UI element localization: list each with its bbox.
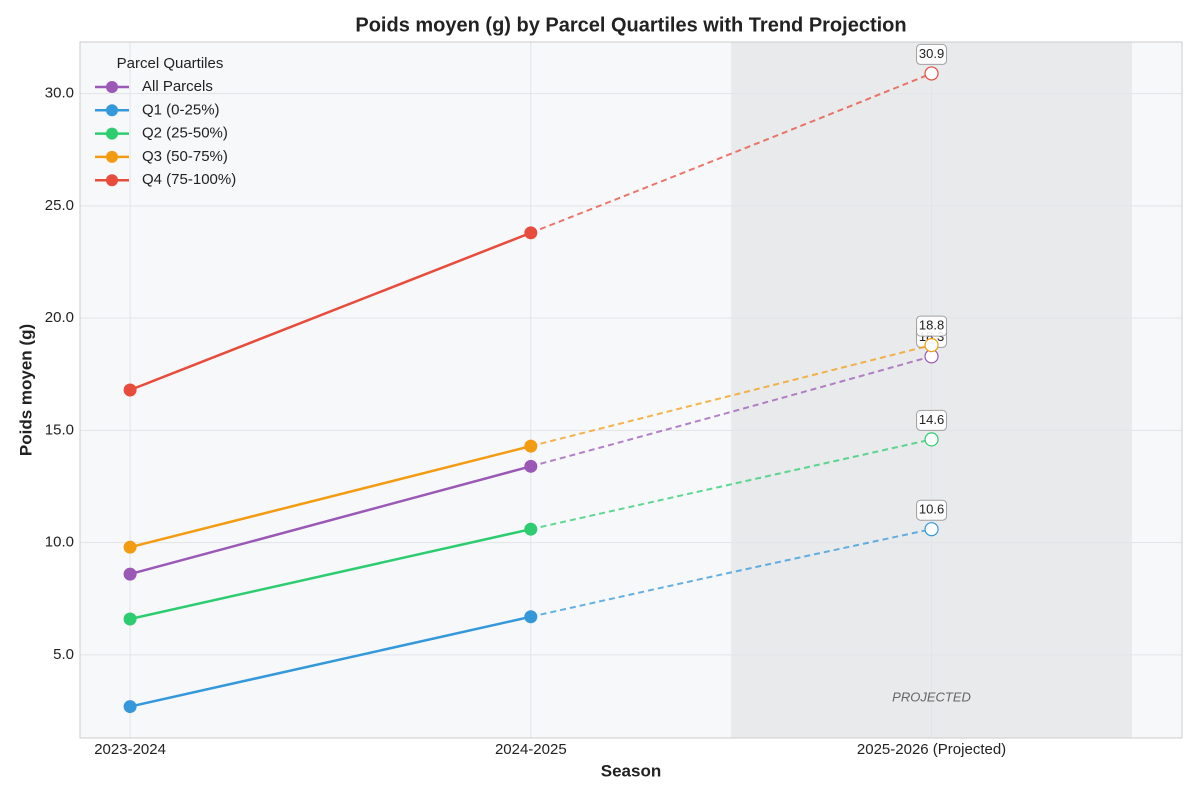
- marker: [924, 432, 939, 447]
- legend-label: All Parcels: [142, 78, 213, 95]
- marker: [524, 522, 538, 536]
- marker: [524, 226, 538, 240]
- x-tick-label: 2023-2024: [94, 741, 166, 758]
- y-axis-label: Poids moyen (g): [16, 324, 35, 456]
- legend-marker: [106, 81, 118, 93]
- value-label-box: [916, 43, 948, 65]
- projection-line: [530, 438, 932, 531]
- x-tick-label: 2024-2025: [495, 741, 567, 758]
- marker: [524, 439, 538, 453]
- projection-line: [530, 528, 932, 618]
- marker: [924, 66, 939, 81]
- value-label: 14.6: [919, 412, 944, 427]
- marker: [123, 567, 137, 581]
- line: [129, 615, 532, 708]
- line: [129, 444, 532, 549]
- y-tick-label: 20.0: [45, 309, 74, 326]
- projection-line: [530, 72, 932, 234]
- value-label: 30.9: [919, 46, 944, 61]
- legend: Parcel Quartiles All Parcels Q1 (0-25%) Q2 …: [95, 55, 236, 188]
- chart-title: Poids moyen (g) by Parcel Quartiles with…: [355, 14, 906, 36]
- legend-title: Parcel Quartiles: [117, 55, 224, 72]
- plot-area: [80, 42, 1182, 738]
- annotation: PROJECTED: [892, 689, 971, 704]
- y-tick-label: 25.0: [45, 197, 74, 214]
- y-tick-label: 10.0: [45, 534, 74, 551]
- x-axis-label: Season: [601, 761, 661, 780]
- y-tick-label: 30.0: [45, 85, 74, 102]
- line: [129, 231, 532, 392]
- legend-label: Q1 (0-25%): [142, 101, 220, 118]
- legend-label: Q2 (25-50%): [142, 125, 228, 142]
- line: [129, 465, 532, 576]
- marker: [524, 459, 538, 473]
- marker: [123, 700, 137, 714]
- line: [129, 527, 532, 621]
- value-label: 10.6: [919, 502, 944, 517]
- value-label-box: [916, 499, 948, 521]
- marker: [524, 610, 538, 624]
- legend-label: Q4 (75-100%): [142, 171, 236, 188]
- marker: [924, 337, 939, 353]
- marker: [123, 383, 137, 397]
- value-label: 18.8: [919, 318, 944, 333]
- value-label-box: [916, 409, 948, 431]
- marker: [123, 540, 137, 554]
- legend-label: Q3 (50-75%): [142, 148, 228, 165]
- legend-marker: [106, 127, 118, 140]
- y-tick-label: 5.0: [53, 646, 74, 663]
- plot-frame: [79, 41, 1183, 739]
- legend-marker: [106, 104, 118, 117]
- y-tick-label: 15.0: [45, 421, 74, 438]
- x-tick-label: 2025-2026 (Projected): [857, 741, 1006, 758]
- marker: [123, 612, 137, 626]
- marker: [924, 522, 939, 537]
- legend-marker: [106, 150, 118, 163]
- legend-marker: [106, 174, 118, 187]
- value-label-box: [916, 315, 948, 337]
- projection-line: [530, 344, 932, 448]
